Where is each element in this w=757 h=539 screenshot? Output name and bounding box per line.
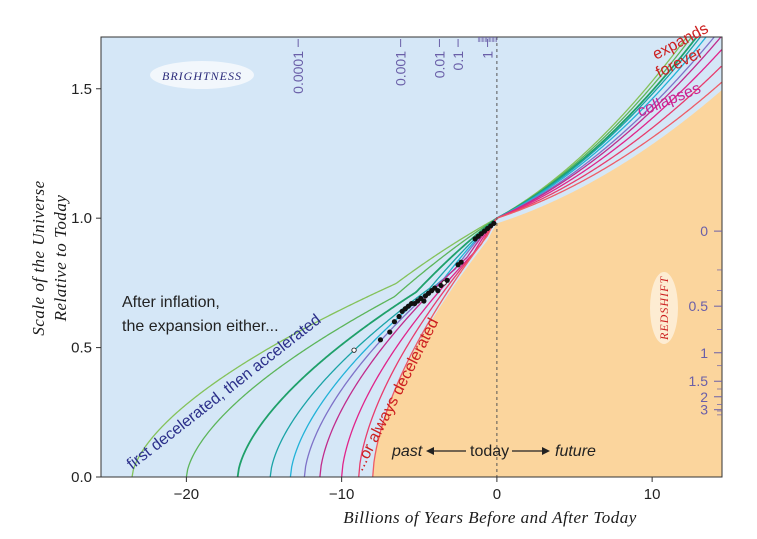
- y-tick-label: 0.0: [71, 469, 92, 486]
- supernova-point: [391, 319, 398, 325]
- expansion-curve: [185, 37, 693, 477]
- x-tick-label: 10: [644, 486, 661, 503]
- inflection-note-line1: After inflation,: [122, 294, 220, 311]
- expansion-curve: [131, 37, 688, 477]
- y-tick-label: 0.5: [71, 340, 92, 357]
- redshift-tick-label: 2: [700, 389, 708, 405]
- supernova-point: [458, 259, 464, 265]
- y-axis-title-line2: Relative to Today: [51, 195, 70, 323]
- plot-frame: [100, 36, 723, 478]
- y-tick-label: 1.5: [71, 81, 92, 98]
- expansion-curve: [358, 65, 722, 477]
- x-tick-label: 0: [493, 486, 501, 503]
- redshift-tick-label: 3: [700, 402, 708, 418]
- brightness-tick-label: 0.001: [393, 51, 409, 86]
- x-tick-label: −10: [329, 486, 354, 503]
- y-axis-title-line1: Scale of the Universe: [29, 180, 48, 335]
- brightness-tick-label: 1: [480, 51, 496, 59]
- expansion-curves: [131, 37, 722, 477]
- supernova-points: [351, 220, 497, 353]
- supernova-point: [377, 337, 384, 343]
- x-tick-label: −20: [174, 486, 199, 503]
- x-axis-title: Billions of Years Before and After Today: [343, 508, 637, 527]
- y-axis-ticks: 0.0 0.5 1.0 1.5: [71, 81, 101, 486]
- redshift-scale: 0 0.5 1 1.523: [689, 223, 722, 418]
- redshift-label-glow: [650, 272, 678, 344]
- supernova-point: [351, 347, 357, 353]
- expansion-curve: [340, 49, 722, 477]
- inflection-note-line2: the expansion either...: [122, 318, 279, 335]
- supernova-point: [421, 298, 427, 304]
- expansion-curve: [372, 81, 722, 477]
- x-axis-ticks: −20 −10 0 10: [174, 477, 661, 503]
- deceleration-region: [372, 37, 722, 477]
- brightness-tick-label: 0.0001: [290, 51, 306, 94]
- redshift-tick-label: 0.5: [689, 298, 709, 314]
- redshift-label: REDSHIFT: [657, 276, 671, 341]
- brightness-tick-label: 0.01: [431, 51, 447, 78]
- expansion-curve: [319, 37, 722, 477]
- future-arrowhead: [542, 447, 550, 455]
- supernova-point: [444, 277, 450, 283]
- brightness-label-glow: [150, 61, 254, 89]
- brightness-label: BRIGHTNESS: [162, 69, 242, 83]
- supernova-point: [396, 313, 402, 320]
- redshift-tick-label: 1: [700, 345, 708, 361]
- future-label: future: [555, 443, 596, 460]
- y-tick-label: 1.0: [71, 210, 92, 227]
- past-arrowhead: [426, 447, 434, 455]
- supernova-point: [435, 288, 441, 294]
- brightness-tick-label: 0.1: [450, 51, 466, 71]
- supernova-point: [387, 329, 393, 335]
- today-label: today: [470, 443, 509, 460]
- redshift-tick-label: 1.5: [689, 373, 709, 389]
- brightness-scale: 0.0001 0.001 0.01 0.1 1: [290, 37, 497, 94]
- supernova-point: [491, 220, 497, 226]
- past-label: past: [391, 443, 423, 460]
- redshift-tick-label: 0: [700, 223, 708, 239]
